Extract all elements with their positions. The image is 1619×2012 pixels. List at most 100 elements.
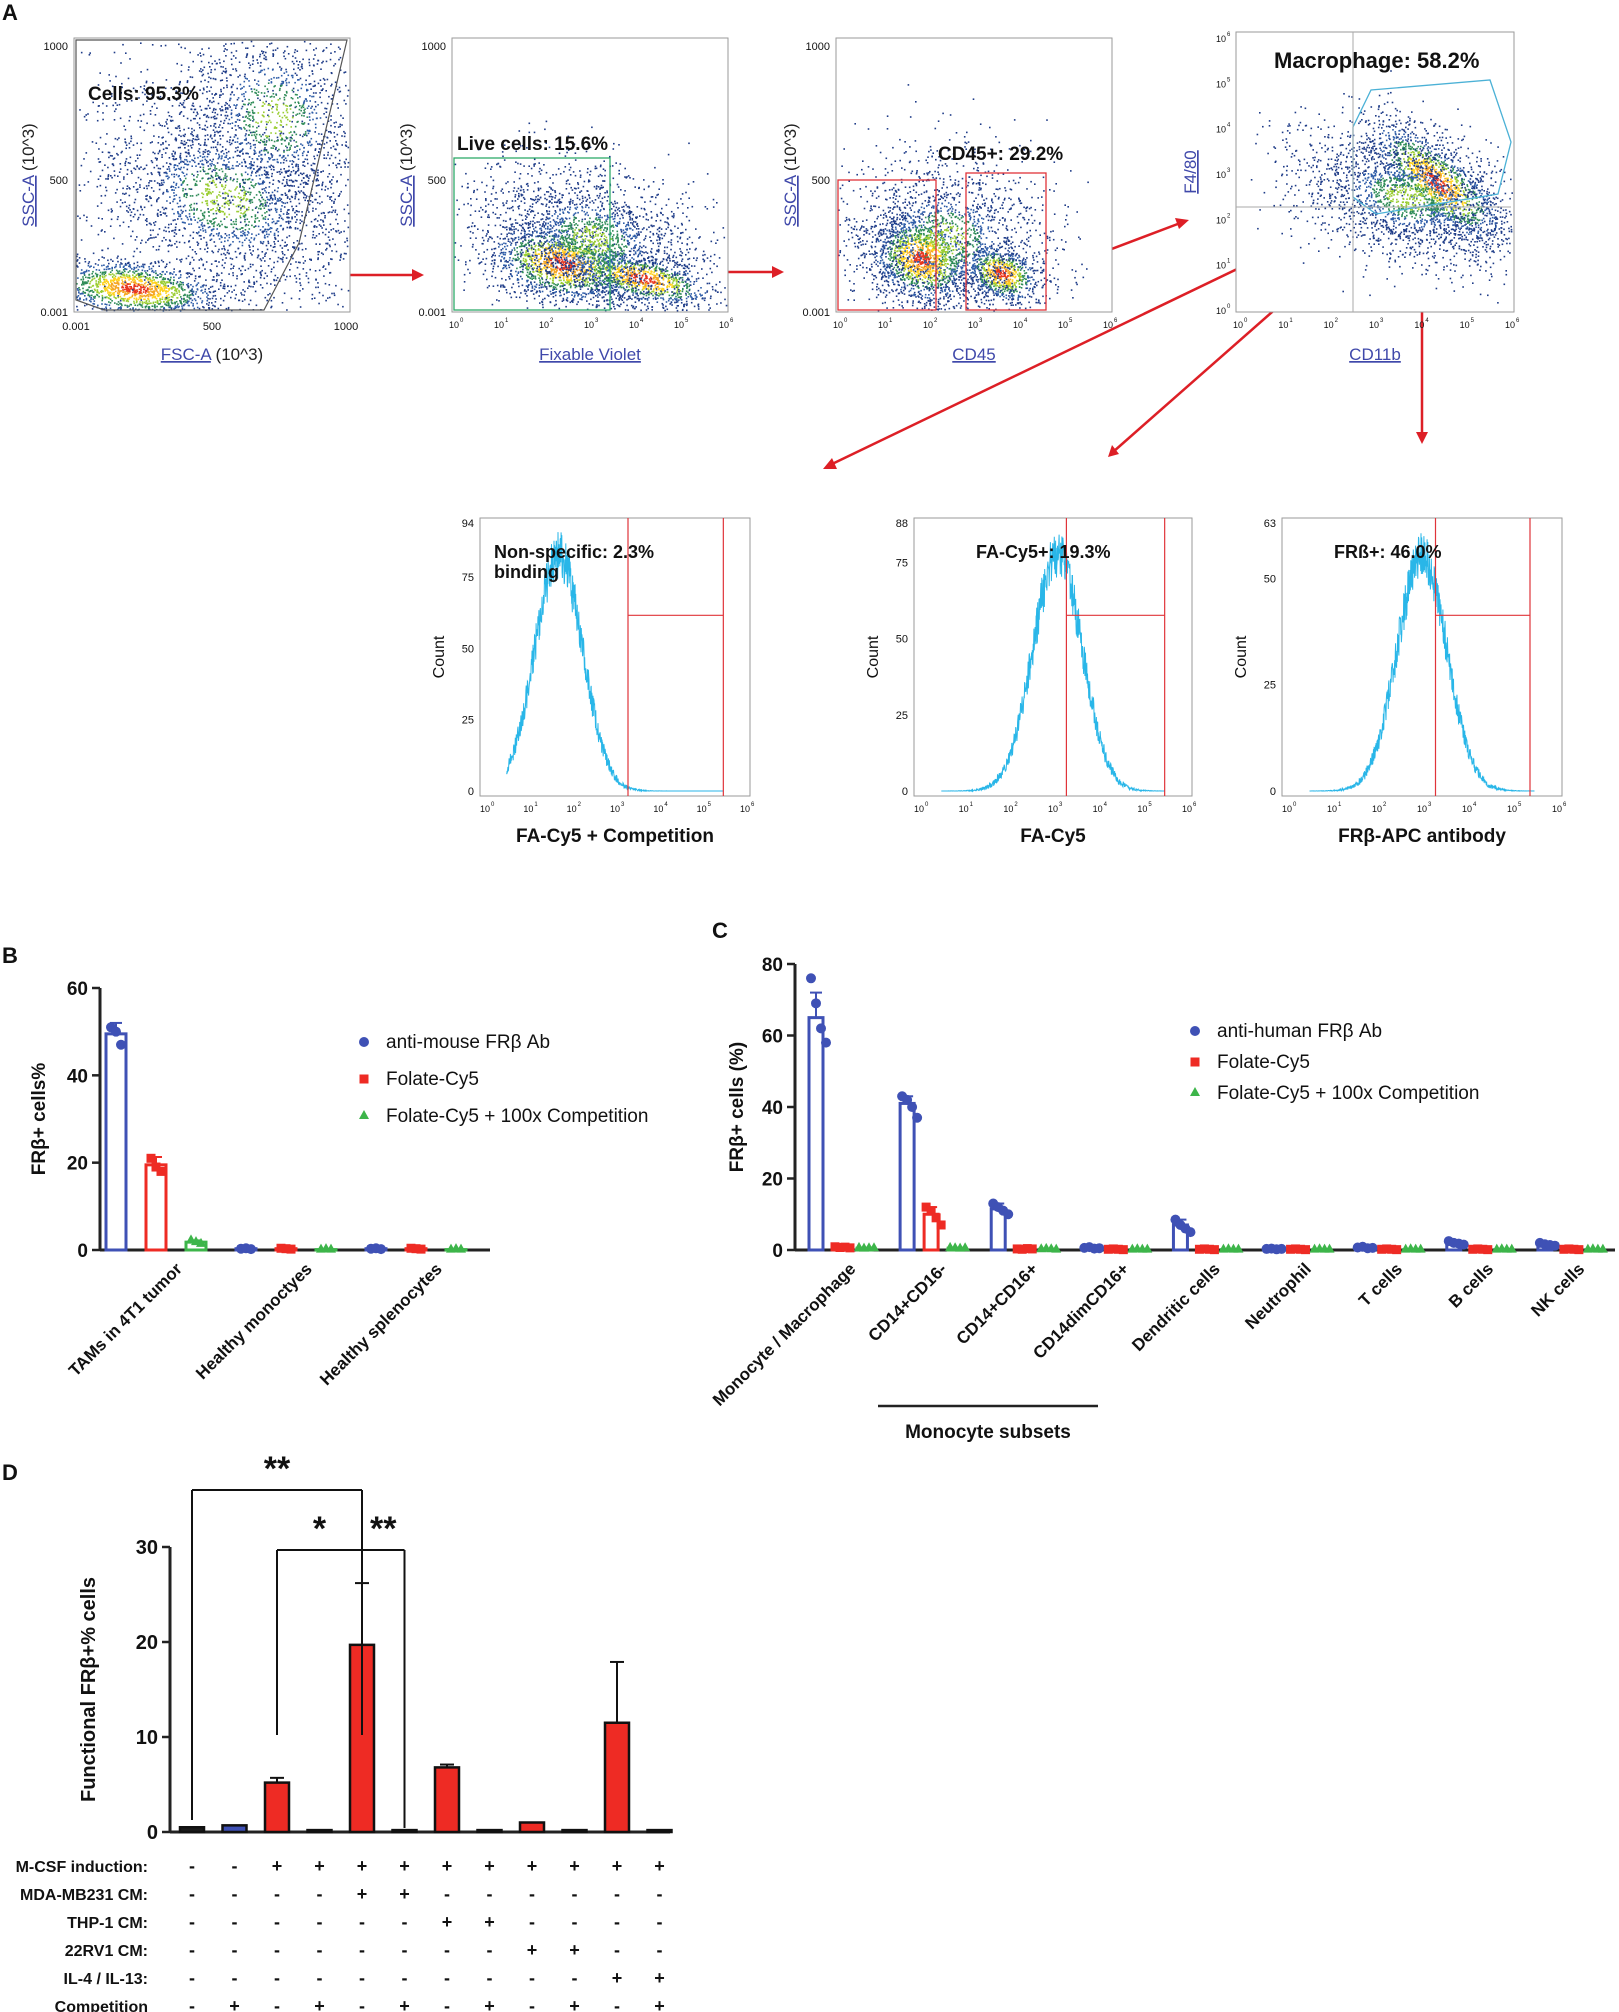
event-dot bbox=[184, 106, 186, 109]
event-dot bbox=[170, 299, 172, 301]
event-dot bbox=[291, 60, 294, 63]
event-dot bbox=[99, 136, 102, 139]
event-dot bbox=[264, 216, 267, 218]
event-dot bbox=[266, 228, 268, 231]
event-dot bbox=[104, 285, 107, 288]
event-dot bbox=[269, 292, 271, 295]
event-dot bbox=[318, 224, 321, 226]
event-dot bbox=[514, 259, 517, 262]
event-dot bbox=[326, 102, 329, 105]
event-dot bbox=[95, 282, 97, 285]
event-dot bbox=[213, 199, 216, 202]
event-dot bbox=[245, 223, 247, 226]
event-dot bbox=[97, 84, 100, 86]
event-dot bbox=[339, 48, 341, 50]
event-dot bbox=[297, 227, 299, 230]
event-dot bbox=[228, 161, 230, 163]
event-dot bbox=[265, 128, 267, 131]
event-dot bbox=[164, 273, 166, 275]
event-dot bbox=[105, 189, 108, 192]
event-dot bbox=[144, 167, 146, 170]
event-dot bbox=[277, 240, 279, 242]
event-dot bbox=[169, 240, 172, 242]
event-dot bbox=[194, 251, 196, 253]
event-dot bbox=[77, 295, 80, 297]
event-dot bbox=[201, 74, 204, 77]
event-dot bbox=[278, 217, 281, 219]
event-dot bbox=[174, 289, 176, 292]
event-dot bbox=[306, 88, 308, 91]
event-dot bbox=[124, 277, 127, 280]
event-dot bbox=[209, 177, 212, 180]
event-dot bbox=[251, 224, 253, 227]
event-dot bbox=[158, 171, 161, 174]
event-dot bbox=[210, 69, 213, 71]
event-dot bbox=[198, 307, 201, 310]
event-dot bbox=[280, 67, 283, 70]
event-dot bbox=[271, 69, 274, 71]
event-dot bbox=[188, 272, 191, 274]
event-dot bbox=[240, 173, 243, 175]
event-dot bbox=[220, 114, 222, 116]
event-dot bbox=[276, 228, 279, 230]
event-dot bbox=[164, 303, 166, 305]
event-dot bbox=[193, 129, 195, 132]
event-dot bbox=[191, 104, 194, 107]
event-dot bbox=[264, 149, 266, 151]
event-dot bbox=[321, 139, 323, 142]
event-dot bbox=[130, 140, 132, 143]
event-dot bbox=[211, 285, 214, 288]
event-dot bbox=[289, 198, 291, 200]
event-dot bbox=[608, 233, 610, 236]
event-dot bbox=[213, 141, 215, 143]
event-dot bbox=[189, 263, 191, 265]
event-dot bbox=[344, 162, 346, 165]
event-dot bbox=[329, 223, 332, 226]
event-dot bbox=[183, 298, 185, 300]
event-dot bbox=[134, 239, 137, 241]
event-dot bbox=[295, 165, 297, 168]
event-dot bbox=[252, 250, 254, 252]
event-dot bbox=[162, 261, 165, 263]
event-dot bbox=[274, 189, 276, 192]
event-dot bbox=[276, 136, 279, 139]
event-dot bbox=[315, 126, 317, 129]
event-dot bbox=[263, 115, 265, 118]
event-dot bbox=[319, 79, 322, 81]
event-dot bbox=[122, 221, 125, 224]
event-dot bbox=[210, 165, 213, 167]
event-dot bbox=[308, 195, 311, 198]
event-dot bbox=[209, 286, 212, 288]
event-dot bbox=[299, 148, 301, 151]
event-dot bbox=[241, 100, 244, 102]
event-dot bbox=[274, 198, 277, 200]
event-dot bbox=[628, 250, 631, 252]
event-dot bbox=[291, 205, 293, 208]
event-dot bbox=[159, 174, 161, 177]
event-dot bbox=[262, 180, 265, 182]
event-dot bbox=[224, 164, 227, 167]
event-dot bbox=[228, 236, 231, 239]
event-dot bbox=[168, 239, 171, 241]
event-dot bbox=[260, 166, 263, 169]
event-dot bbox=[579, 264, 582, 266]
event-dot bbox=[279, 133, 282, 135]
event-dot bbox=[110, 273, 112, 276]
event-dot bbox=[214, 94, 216, 96]
event-dot bbox=[249, 131, 252, 134]
event-dot bbox=[176, 281, 179, 283]
event-dot bbox=[143, 85, 146, 87]
event-dot bbox=[266, 135, 269, 138]
event-dot bbox=[605, 278, 607, 280]
event-dot bbox=[216, 274, 218, 277]
event-dot bbox=[290, 104, 292, 106]
event-dot bbox=[323, 143, 326, 145]
event-dot bbox=[217, 307, 220, 310]
event-dot bbox=[248, 102, 250, 105]
event-dot bbox=[254, 150, 256, 152]
event-dot bbox=[333, 294, 336, 297]
event-dot bbox=[111, 266, 113, 269]
event-dot bbox=[76, 296, 78, 299]
event-dot bbox=[327, 120, 330, 122]
event-dot bbox=[277, 111, 280, 114]
